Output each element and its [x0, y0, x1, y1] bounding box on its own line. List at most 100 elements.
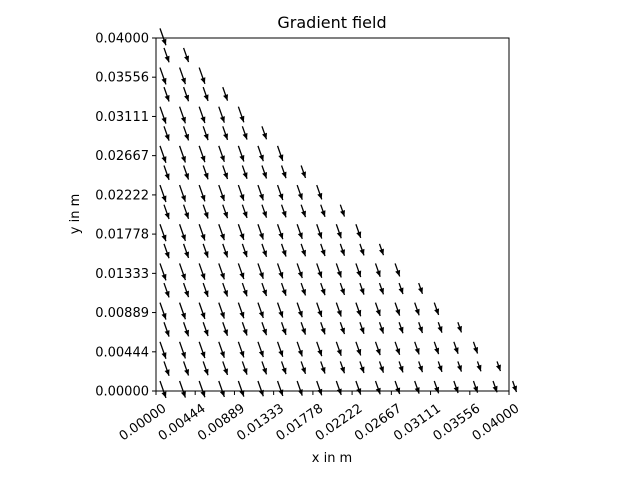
gradient-arrow	[276, 341, 284, 357]
quiver-arrows	[159, 28, 518, 399]
gradient-arrow	[378, 282, 385, 295]
gradient-arrow	[198, 145, 206, 163]
gradient-arrow	[300, 282, 307, 296]
gradient-arrow	[159, 184, 167, 203]
gradient-arrow	[237, 145, 245, 162]
gradient-arrow	[241, 243, 248, 258]
gradient-arrow	[198, 67, 206, 85]
gradient-arrow	[182, 126, 190, 141]
gradient-arrow	[296, 263, 303, 279]
gradient-arrow	[355, 302, 362, 317]
gradient-arrow	[300, 204, 307, 218]
gradient-arrow	[163, 165, 170, 181]
gradient-arrow	[178, 341, 187, 359]
gradient-arrow	[433, 341, 440, 355]
gradient-arrow	[198, 302, 206, 320]
gradient-arrow	[222, 126, 229, 141]
gradient-arrow	[476, 361, 482, 372]
y-axis-ticks: 0.00000 0.00444 0.00889 0.01333 0.01778 0.022…	[95, 32, 156, 400]
gradient-arrow	[280, 165, 287, 179]
gradient-arrow	[512, 380, 518, 393]
gradient-arrow	[237, 106, 245, 123]
gradient-arrow	[178, 67, 187, 85]
gradient-arrow	[257, 263, 264, 279]
gradient-arrow	[198, 224, 206, 241]
gradient-arrow	[418, 361, 424, 373]
gradient-arrow	[414, 341, 420, 355]
gradient-arrow	[374, 341, 381, 356]
gradient-arrow	[300, 322, 307, 335]
gradient-arrow	[261, 165, 268, 179]
gradient-arrow	[178, 184, 187, 202]
gradient-arrow	[414, 302, 420, 316]
gradient-arrow	[241, 126, 248, 140]
gradient-arrow	[335, 263, 342, 278]
gradient-arrow	[280, 322, 287, 336]
y-tick-label: 0.03111	[95, 110, 149, 125]
gradient-arrow	[218, 341, 225, 358]
gradient-arrow	[198, 184, 206, 202]
gradient-arrow	[218, 145, 225, 163]
gradient-arrow	[457, 361, 463, 372]
gradient-arrow	[276, 224, 284, 240]
x-axis-label: x in m	[312, 451, 352, 466]
gradient-arrow	[202, 322, 209, 337]
gradient-arrow	[300, 361, 307, 375]
gradient-arrow	[261, 282, 268, 297]
gradient-arrow	[159, 224, 167, 242]
gradient-arrow	[222, 204, 229, 219]
gradient-arrow	[237, 380, 245, 397]
gradient-arrow	[218, 224, 225, 241]
gradient-arrow	[241, 204, 248, 219]
gradient-arrow	[355, 341, 362, 356]
gradient-arrow	[359, 361, 365, 374]
gradient-arrow	[182, 204, 190, 219]
gradient-arrow	[178, 302, 187, 320]
gradient-arrow	[163, 282, 170, 298]
gradient-arrow	[339, 243, 346, 256]
gradient-arrow	[300, 165, 307, 179]
gradient-arrow	[398, 282, 404, 295]
gradient-arrow	[316, 341, 323, 357]
gradient-arrow	[159, 341, 167, 359]
gradient-arrow	[159, 28, 167, 46]
gradient-arrow	[261, 243, 268, 258]
gradient-arrow	[202, 165, 209, 180]
gradient-arrow	[280, 282, 287, 296]
gradient-arrow	[218, 106, 225, 123]
gradient-arrow	[237, 302, 245, 319]
gradient-arrow	[453, 341, 459, 355]
gradient-arrow	[335, 341, 342, 356]
gradient-arrow	[276, 145, 284, 162]
gradient-arrow	[296, 224, 303, 240]
gradient-arrow	[178, 106, 187, 124]
gradient-arrow	[280, 204, 287, 218]
y-axis-label: y in m	[68, 194, 83, 234]
gradient-arrow	[335, 302, 342, 317]
gradient-arrow	[394, 263, 401, 277]
gradient-arrow	[261, 361, 268, 375]
gradient-arrow	[257, 224, 264, 240]
gradient-arrow	[198, 341, 206, 359]
gradient-arrow	[237, 184, 245, 201]
gradient-arrow	[198, 106, 206, 124]
gradient-arrow	[374, 263, 381, 277]
gradient-arrow	[359, 243, 365, 256]
gradient-arrow	[374, 380, 381, 395]
gradient-arrow	[320, 204, 326, 218]
gradient-arrow	[378, 243, 385, 256]
gradient-arrow	[159, 67, 167, 85]
gradient-arrow	[241, 165, 248, 179]
gradient-arrow	[202, 243, 209, 258]
gradient-arrow	[218, 380, 225, 398]
gradient-arrow	[202, 204, 209, 219]
gradient-arrow	[280, 243, 287, 257]
gradient-arrow	[359, 322, 365, 335]
gradient-arrow	[414, 380, 420, 394]
gradient-arrow	[394, 302, 401, 316]
gradient-arrow	[394, 341, 401, 356]
gradient-arrow	[261, 126, 268, 140]
gradient-arrow	[320, 282, 326, 296]
gradient-arrow	[198, 263, 206, 280]
gradient-arrow	[182, 282, 190, 298]
